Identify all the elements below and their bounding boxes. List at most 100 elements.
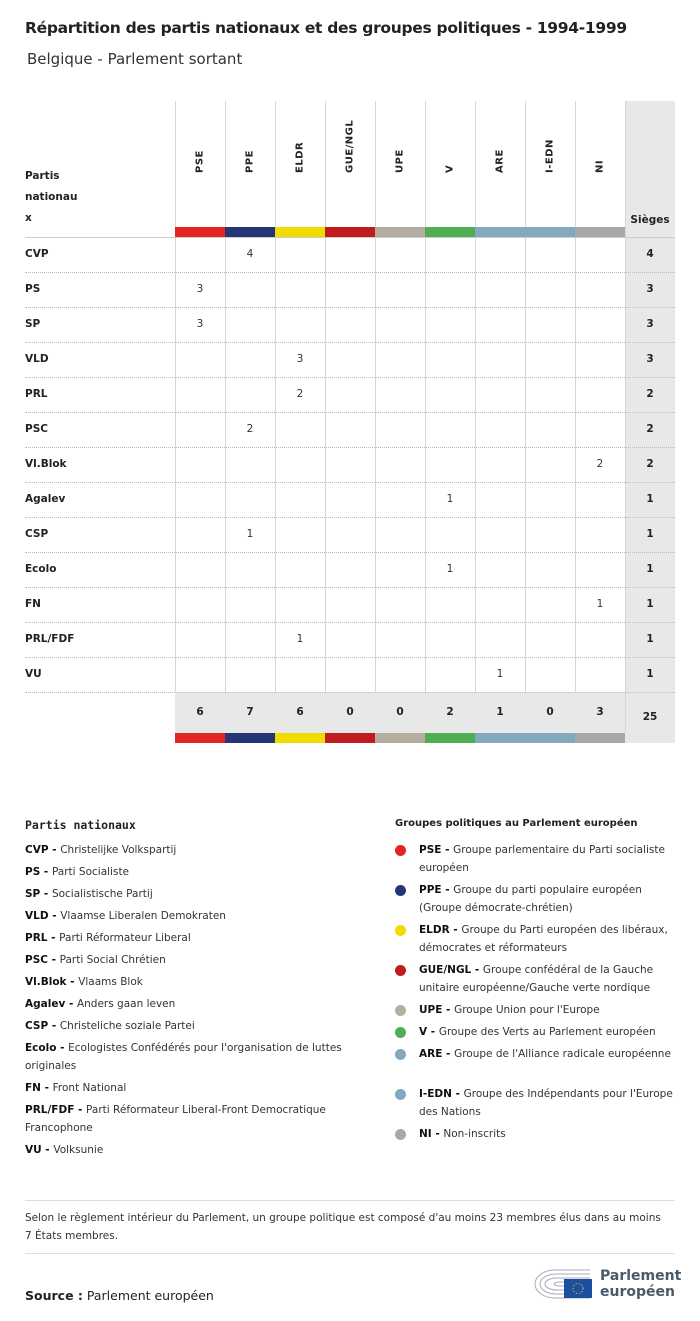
column-label: PSE bbox=[194, 150, 206, 173]
legend-name: Christelijke Volkspartij bbox=[60, 844, 177, 856]
group-total: 3 bbox=[575, 692, 625, 733]
group-color-bar bbox=[325, 733, 375, 743]
party-seats: 3 bbox=[646, 353, 654, 365]
seat-count: 2 bbox=[596, 458, 604, 470]
legend-name: Groupe du parti populaire européen (Grou… bbox=[419, 884, 642, 914]
group-color-dot-icon bbox=[395, 1089, 406, 1100]
column-label: ELDR bbox=[294, 141, 306, 173]
legend-code: VLD bbox=[25, 910, 49, 922]
footnote: Selon le règlement intérieur du Parlemen… bbox=[25, 1212, 661, 1242]
column-header-ppe: PPE bbox=[225, 101, 275, 226]
legend-name: Groupe confédéral de la Gauche unitaire … bbox=[419, 964, 654, 994]
seat-count: 1 bbox=[246, 528, 254, 540]
row-divider bbox=[25, 692, 675, 693]
parliament-logo-icon bbox=[534, 1269, 592, 1299]
group-color-dot-icon bbox=[395, 885, 406, 896]
seat-count: 1 bbox=[296, 633, 304, 645]
legend-name: Vlaamse Liberalen Demokraten bbox=[60, 910, 226, 922]
party-seats: 1 bbox=[646, 528, 654, 540]
party-legend-item: PSC - Parti Social Chrétien bbox=[25, 954, 166, 966]
group-color-dot-icon bbox=[395, 845, 406, 856]
seat-count: 1 bbox=[446, 563, 454, 575]
column-header-i-edn: I-EDN bbox=[525, 101, 575, 226]
row-divider bbox=[25, 657, 675, 658]
legend-name: Vlaams Blok bbox=[78, 976, 143, 988]
party-name: VU bbox=[25, 668, 42, 680]
column-divider bbox=[375, 101, 376, 733]
legend-code: V bbox=[419, 1026, 428, 1038]
legend-code: CVP bbox=[25, 844, 49, 856]
group-legend-item: PPE - Groupe du parti populaire européen… bbox=[419, 884, 642, 914]
party-name: PRL bbox=[25, 388, 48, 400]
legend-name: Groupe des Indépendants pour l'Europe de… bbox=[419, 1088, 673, 1118]
party-name: VLD bbox=[25, 353, 49, 365]
column-label: GUE/NGL bbox=[344, 119, 356, 173]
column-header-upe: UPE bbox=[375, 101, 425, 226]
group-color-dot-icon bbox=[395, 965, 406, 976]
legend-code: GUE/NGL bbox=[419, 964, 472, 976]
legend-name: Parti Socialiste bbox=[51, 866, 130, 878]
group-color-bar bbox=[225, 227, 275, 237]
group-legend-item: ELDR - Groupe du Parti européen des libé… bbox=[419, 924, 668, 954]
group-legend-item: I-EDN - Groupe des Indépendants pour l'E… bbox=[419, 1088, 673, 1118]
legend-name: Anders gaan leven bbox=[76, 998, 176, 1010]
legend-code: SP bbox=[25, 888, 41, 900]
row-divider bbox=[25, 482, 675, 483]
party-seats: 1 bbox=[646, 563, 654, 575]
group-color-bar bbox=[225, 733, 275, 743]
column-header-v: V bbox=[425, 101, 475, 226]
seats-column-bg bbox=[625, 101, 675, 743]
group-color-bar bbox=[325, 227, 375, 237]
legend-code: UPE bbox=[419, 1004, 443, 1016]
legend-name: Non-inscrits bbox=[443, 1128, 506, 1140]
column-header-pse: PSE bbox=[175, 101, 225, 226]
group-legend-item: PSE - Groupe parlementaire du Parti soci… bbox=[419, 844, 665, 874]
seat-count: 3 bbox=[196, 318, 204, 330]
legend-code: ARE bbox=[419, 1048, 443, 1060]
page-title: Répartition des partis nationaux et des … bbox=[25, 19, 627, 37]
legend-code: Vl.Blok bbox=[25, 976, 67, 988]
party-legend-item: Vl.Blok - Vlaams Blok bbox=[25, 976, 143, 988]
group-color-bar bbox=[525, 733, 575, 743]
group-color-bar bbox=[275, 733, 325, 743]
row-divider bbox=[25, 237, 675, 238]
party-name: PSC bbox=[25, 423, 48, 435]
party-legend-item: VLD - Vlaamse Liberalen Demokraten bbox=[25, 910, 226, 922]
seat-count: 4 bbox=[246, 248, 254, 260]
party-seats: 1 bbox=[646, 633, 654, 645]
row-divider bbox=[25, 342, 675, 343]
row-divider bbox=[25, 517, 675, 518]
legend-code: PSC bbox=[25, 954, 48, 966]
seats-header: Sièges bbox=[630, 214, 670, 226]
group-color-bar bbox=[525, 227, 575, 237]
row-divider bbox=[25, 412, 675, 413]
column-divider bbox=[475, 101, 476, 733]
legend-code: VU bbox=[25, 1144, 42, 1156]
group-color-bar bbox=[375, 227, 425, 237]
party-legend-item: FN - Front National bbox=[25, 1082, 127, 1094]
parties-legend-title: Partis nationaux bbox=[25, 818, 136, 832]
column-header-are: ARE bbox=[475, 101, 525, 226]
party-name: SP bbox=[25, 318, 41, 330]
page-subtitle: Belgique - Parlement sortant bbox=[27, 50, 243, 68]
column-divider bbox=[525, 101, 526, 733]
column-divider bbox=[425, 101, 426, 733]
row-divider bbox=[25, 587, 675, 588]
legend-code: PRL bbox=[25, 932, 48, 944]
group-color-dot-icon bbox=[395, 925, 406, 936]
column-header-eldr: ELDR bbox=[275, 101, 325, 226]
seat-count: 3 bbox=[196, 283, 204, 295]
legend-name: Parti Réformateur Liberal-Front Democrat… bbox=[25, 1104, 326, 1134]
seat-distribution-table: Partis nationau x Sièges PSE 6 PPE 7 ELDR 6 GUE/… bbox=[25, 101, 675, 743]
row-divider bbox=[25, 447, 675, 448]
seat-count: 2 bbox=[296, 388, 304, 400]
legend-name: Christeliche soziale Partei bbox=[59, 1020, 195, 1032]
column-divider bbox=[175, 101, 176, 733]
row-divider bbox=[25, 307, 675, 308]
group-total: 7 bbox=[225, 692, 275, 733]
source: Source : Parlement européen bbox=[25, 1288, 214, 1303]
group-color-bar bbox=[175, 733, 225, 743]
party-seats: 4 bbox=[646, 248, 654, 260]
column-label: PPE bbox=[244, 150, 256, 173]
party-legend-item: CVP - Christelijke Volkspartij bbox=[25, 844, 177, 856]
